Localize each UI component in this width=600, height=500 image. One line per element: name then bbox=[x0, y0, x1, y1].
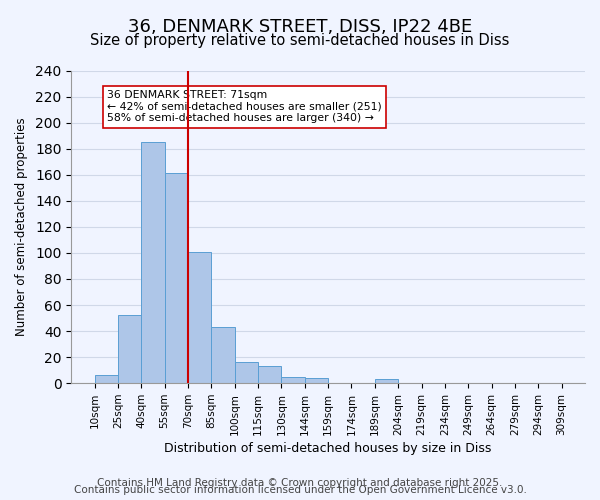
Text: 36 DENMARK STREET: 71sqm
← 42% of semi-detached houses are smaller (251)
58% of : 36 DENMARK STREET: 71sqm ← 42% of semi-d… bbox=[107, 90, 382, 123]
Bar bbox=[258, 366, 281, 383]
Bar bbox=[118, 316, 141, 383]
Bar bbox=[95, 376, 118, 383]
Text: Contains public sector information licensed under the Open Government Licence v3: Contains public sector information licen… bbox=[74, 485, 526, 495]
Bar bbox=[305, 378, 328, 383]
Bar bbox=[375, 380, 398, 383]
Y-axis label: Number of semi-detached properties: Number of semi-detached properties bbox=[15, 118, 28, 336]
Text: 36, DENMARK STREET, DISS, IP22 4BE: 36, DENMARK STREET, DISS, IP22 4BE bbox=[128, 18, 472, 36]
Text: Size of property relative to semi-detached houses in Diss: Size of property relative to semi-detach… bbox=[91, 32, 509, 48]
Bar bbox=[235, 362, 258, 383]
X-axis label: Distribution of semi-detached houses by size in Diss: Distribution of semi-detached houses by … bbox=[164, 442, 492, 455]
Bar bbox=[141, 142, 164, 383]
Bar bbox=[281, 376, 305, 383]
Bar bbox=[211, 327, 235, 383]
Bar bbox=[188, 252, 211, 383]
Bar bbox=[164, 174, 188, 383]
Text: Contains HM Land Registry data © Crown copyright and database right 2025.: Contains HM Land Registry data © Crown c… bbox=[97, 478, 503, 488]
